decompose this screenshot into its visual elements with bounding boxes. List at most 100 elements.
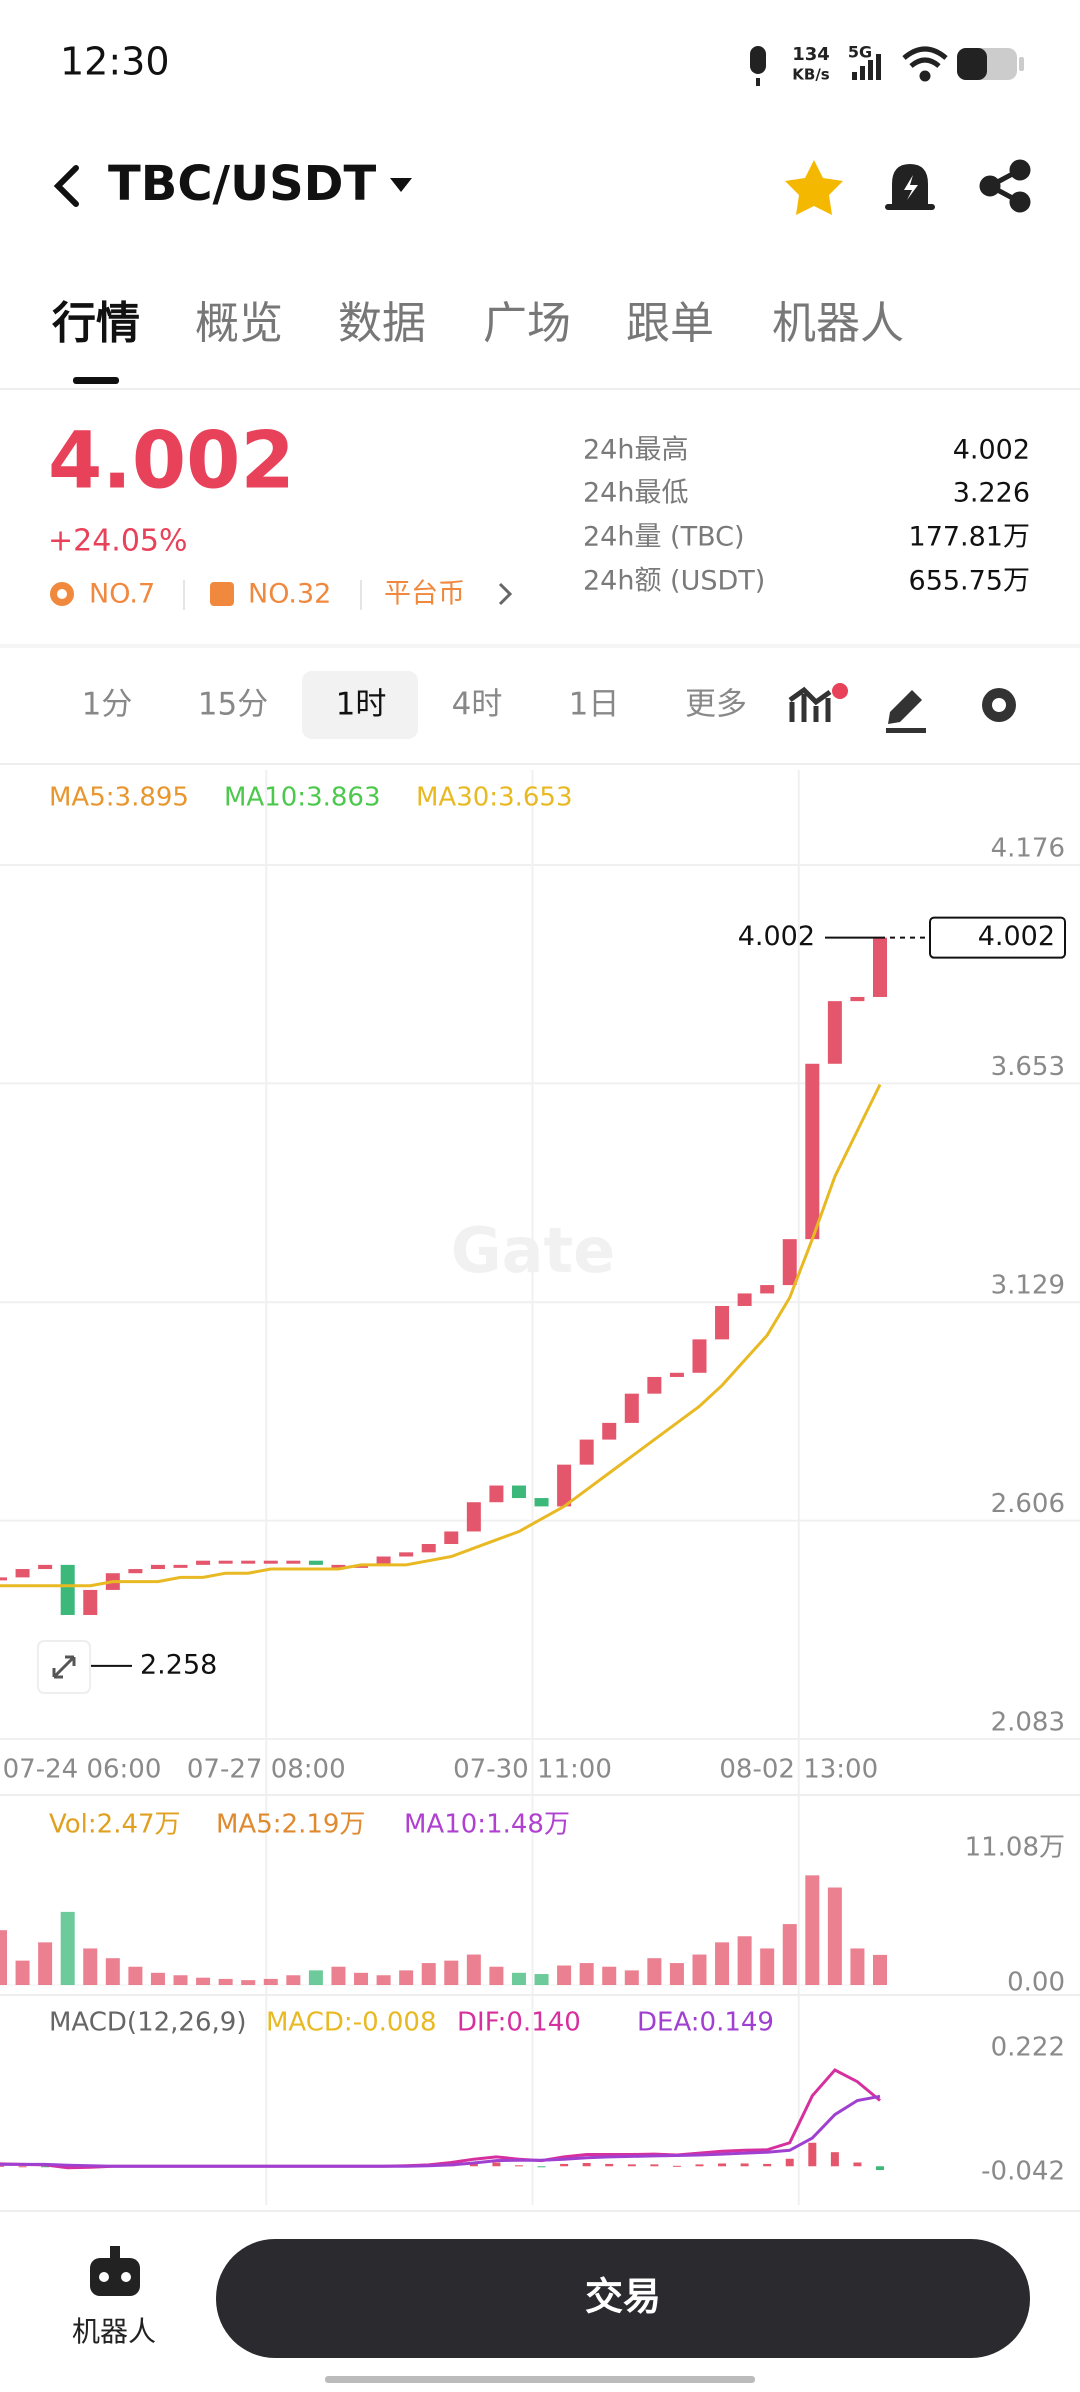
candle bbox=[782, 1239, 797, 1286]
macd-bar bbox=[605, 2163, 614, 2167]
expand-icon[interactable] bbox=[52, 1655, 76, 1679]
indicator-button[interactable] bbox=[788, 686, 832, 722]
tab[interactable]: 跟单 bbox=[626, 298, 714, 349]
alert-bell[interactable] bbox=[885, 164, 935, 210]
macd-bar bbox=[672, 2165, 681, 2167]
category-tag[interactable]: 平台币 bbox=[384, 579, 465, 610]
volume-bar bbox=[376, 1975, 391, 1985]
wifi-icon bbox=[902, 46, 948, 82]
stat-label: 24h量 (TBC) bbox=[583, 522, 745, 553]
interval-tab[interactable]: 1时 bbox=[336, 687, 387, 723]
volume-bar bbox=[421, 1963, 436, 1985]
sector-rank[interactable]: NO.32 bbox=[248, 579, 331, 610]
candle bbox=[489, 1485, 504, 1503]
interval-tab[interactable]: 1日 bbox=[569, 687, 620, 723]
interval-tab[interactable]: 1分 bbox=[82, 687, 133, 723]
tab[interactable]: 机器人 bbox=[772, 298, 904, 349]
macd-bar bbox=[785, 2158, 794, 2167]
volume-bar bbox=[579, 1963, 594, 1985]
draw-tool-button[interactable] bbox=[886, 690, 926, 733]
macd-bar bbox=[695, 2164, 704, 2167]
tab[interactable]: 行情 bbox=[52, 298, 140, 349]
y-tick-label: 3.129 bbox=[991, 1271, 1065, 1301]
volume-bar bbox=[624, 1970, 639, 1985]
tab[interactable]: 概览 bbox=[195, 298, 283, 349]
trade-button[interactable] bbox=[216, 2239, 1030, 2358]
candle bbox=[444, 1531, 459, 1544]
back-button[interactable] bbox=[53, 165, 79, 207]
volume-bar bbox=[150, 1972, 165, 1985]
dea-line bbox=[0, 2094, 881, 2168]
candle bbox=[196, 1560, 211, 1565]
volume-bar bbox=[827, 1887, 842, 1985]
y-tick-label: 0.00 bbox=[1007, 1968, 1065, 1998]
kline-chart[interactable]: 07-24 06:00 07-27 08:00 07-30 11:00 08-02 1… bbox=[0, 770, 1080, 2205]
legend-item: MA10:1.48万 bbox=[404, 1810, 570, 1840]
legend-item: MA5:3.895 bbox=[49, 783, 189, 813]
candle bbox=[308, 1560, 323, 1565]
pair-title[interactable]: TBC/USDT bbox=[108, 156, 376, 212]
volume-bar bbox=[218, 1978, 233, 1985]
favorite-star[interactable] bbox=[785, 160, 843, 215]
change-percent: +24.05% bbox=[48, 524, 188, 559]
signal-icon bbox=[852, 54, 881, 80]
macd-bar bbox=[537, 2166, 546, 2168]
last-price-box bbox=[929, 916, 1066, 959]
settings-button[interactable] bbox=[982, 688, 1016, 722]
candle bbox=[376, 1556, 391, 1565]
last-price: 4.002 bbox=[48, 416, 295, 506]
volume-bar bbox=[105, 1958, 120, 1985]
share-button[interactable] bbox=[979, 159, 1031, 213]
candle bbox=[38, 1564, 53, 1570]
volume-bar bbox=[557, 1965, 572, 1985]
rank-icon-dot bbox=[57, 589, 67, 599]
y-tick-label: 2.606 bbox=[991, 1489, 1065, 1519]
net-speed: 134 bbox=[792, 44, 830, 65]
candle bbox=[602, 1422, 617, 1440]
candle bbox=[218, 1560, 233, 1564]
interval-tab[interactable]: 15分 bbox=[198, 687, 268, 723]
tab-bar: 行情 概览 数据 广场 跟单 机器人 bbox=[52, 298, 904, 349]
last-price-label: 4.002 bbox=[978, 921, 1055, 952]
indicator-badge bbox=[832, 683, 848, 699]
volume-bar bbox=[196, 1977, 211, 1985]
market-rank[interactable]: NO.7 bbox=[89, 579, 155, 610]
ticker-stats: 24h最高 4.002 24h最低 3.226 24h量 (TBC) 177.81万 24h… bbox=[583, 435, 1030, 597]
stat-label: 24h最高 bbox=[583, 435, 688, 466]
volume-bar bbox=[128, 1966, 143, 1985]
divider bbox=[0, 644, 1080, 648]
y-tick-label: 2.083 bbox=[991, 1708, 1065, 1738]
interval-tab[interactable]: 更多 bbox=[685, 687, 747, 723]
macd-bar bbox=[560, 2163, 569, 2167]
robot-icon[interactable] bbox=[90, 2246, 140, 2296]
y-tick-label: -0.042 bbox=[981, 2157, 1065, 2187]
candle bbox=[579, 1439, 594, 1465]
volume-bar bbox=[602, 1966, 617, 1985]
candle bbox=[805, 1063, 820, 1240]
robot-label[interactable]: 机器人 bbox=[72, 2315, 156, 2348]
pair-dropdown[interactable] bbox=[390, 178, 412, 192]
legend-item: Vol:2.47万 bbox=[49, 1810, 181, 1840]
high-marker-label: 4.002 bbox=[738, 921, 815, 952]
macd-bar bbox=[492, 2162, 501, 2167]
volume-bar bbox=[354, 1972, 369, 1985]
candle bbox=[241, 1560, 256, 1564]
volume-bar bbox=[511, 1972, 526, 1985]
category-chevron[interactable] bbox=[498, 582, 513, 606]
interval-tab[interactable]: 4时 bbox=[452, 687, 503, 723]
candle bbox=[715, 1305, 730, 1340]
candle bbox=[60, 1564, 75, 1615]
stat-value: 4.002 bbox=[953, 435, 1030, 466]
low-marker-label: 2.258 bbox=[140, 1649, 217, 1680]
candle bbox=[534, 1498, 549, 1507]
tab[interactable]: 广场 bbox=[483, 298, 571, 349]
candle bbox=[737, 1293, 752, 1306]
volume-bar bbox=[466, 1954, 481, 1985]
trade-button-label[interactable]: 交易 bbox=[585, 2275, 661, 2319]
candle bbox=[263, 1560, 278, 1564]
stat-value: 655.75万 bbox=[909, 566, 1030, 597]
x-tick-label: 07-30 11:00 bbox=[453, 1755, 612, 1785]
legend-item: MA5:2.19万 bbox=[216, 1810, 365, 1840]
tab[interactable]: 数据 bbox=[338, 298, 426, 349]
volume-bar bbox=[444, 1960, 459, 1985]
